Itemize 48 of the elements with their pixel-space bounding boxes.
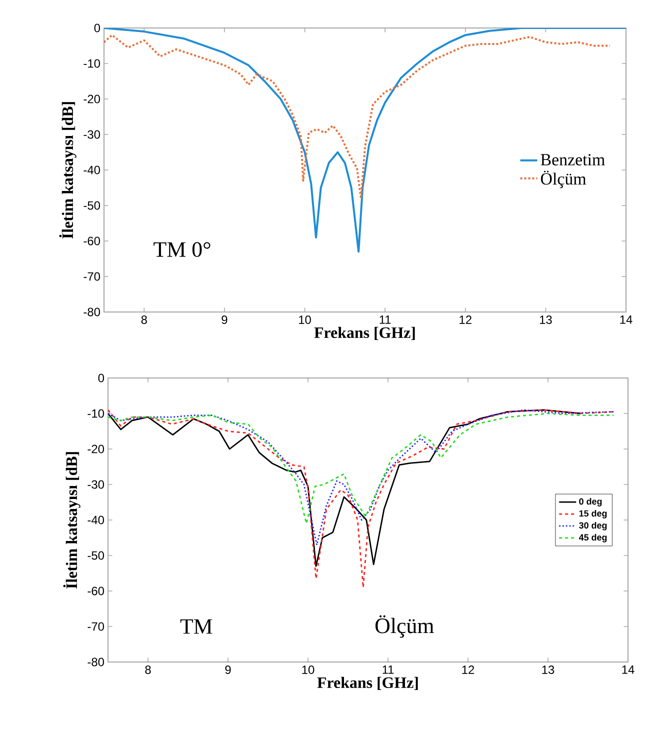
- annotation: TM 0°: [154, 242, 210, 257]
- y-tick-label: -60: [84, 236, 100, 246]
- legend-label: 45 deg: [578, 534, 607, 542]
- x-tick-label: 14: [622, 666, 634, 674]
- legend-label: 0 deg: [579, 498, 602, 506]
- y-tick-label: -70: [88, 622, 104, 631]
- x-tick-label: 12: [460, 316, 472, 324]
- y-tick-label: -20: [88, 444, 104, 454]
- y-tick-label: -70: [84, 272, 100, 281]
- y-tick-label: -50: [88, 551, 104, 560]
- x-axis-title: Frekans [GHz]: [314, 326, 415, 340]
- x-tick-label: 8: [141, 316, 147, 324]
- y-tick-label: -40: [88, 516, 104, 524]
- legend-label: 15 deg: [579, 510, 607, 518]
- annotation: TM: [180, 619, 212, 634]
- line-series: [108, 409, 614, 588]
- y-tick-label: 0: [94, 24, 100, 32]
- legend-label: Benzetim: [540, 154, 605, 166]
- y-tick-label: -30: [88, 480, 104, 489]
- x-tick-label: 10: [299, 316, 311, 324]
- y-tick-label: -50: [84, 201, 100, 210]
- x-tick-label: 10: [302, 666, 314, 674]
- x-axis-title: Frekans [GHz]: [317, 676, 418, 690]
- y-tick-label: 0: [98, 374, 104, 382]
- x-tick-label: 11: [382, 666, 394, 674]
- legend-label: Ölçüm: [540, 170, 586, 188]
- y-tick-label: -20: [84, 94, 100, 104]
- y-axis-title: İletim katsayısı [dB]: [59, 102, 76, 239]
- line-series: [108, 409, 614, 546]
- y-tick-label: -10: [88, 409, 104, 418]
- x-tick-label: 14: [620, 316, 632, 324]
- x-tick-label: 9: [225, 666, 231, 674]
- y-tick-label: -40: [84, 166, 100, 174]
- line-series: [104, 34, 611, 200]
- y-tick-label: -30: [84, 130, 100, 139]
- x-tick-label: 13: [540, 316, 552, 324]
- y-tick-label: -10: [84, 59, 100, 68]
- x-tick-label: 13: [542, 666, 554, 674]
- y-tick-label: -60: [88, 586, 104, 596]
- y-axis-title: İletim katsayısı [dB]: [63, 452, 80, 589]
- y-tick-label: -80: [84, 308, 100, 316]
- x-tick-label: 12: [462, 666, 474, 674]
- y-tick-label: -80: [88, 658, 104, 666]
- annotation: Ölçüm: [375, 615, 434, 638]
- x-tick-label: 8: [145, 666, 151, 674]
- legend-label: 30 deg: [579, 522, 607, 530]
- x-tick-label: 9: [222, 316, 228, 324]
- x-tick-label: 11: [380, 316, 391, 324]
